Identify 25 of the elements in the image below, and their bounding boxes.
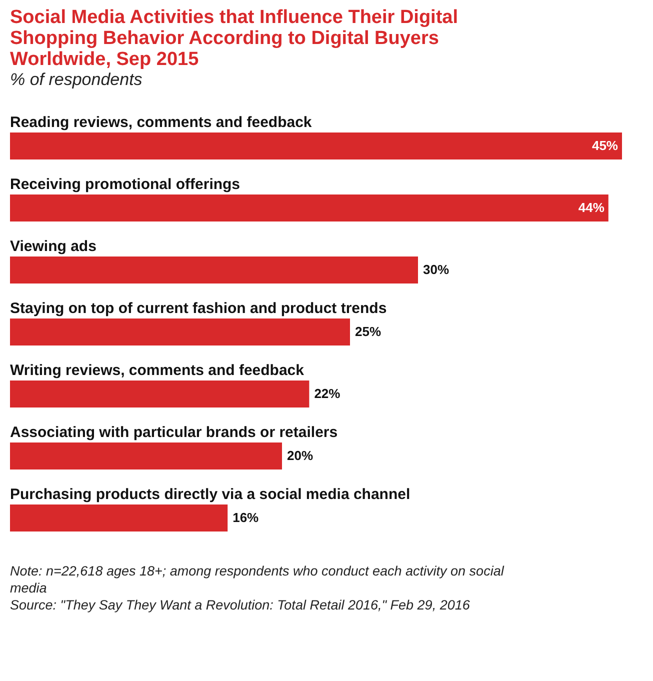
bar <box>10 442 282 470</box>
text: Note: n=22,618 ages 18+; among respondents who conduct each activity on social media <box>10 564 505 596</box>
chart-subtitle: % of respondents <box>10 70 143 89</box>
bar <box>10 504 228 532</box>
source-note: Source: "They Say They Want a Revolution: Total Retail 2016," Feb 29, 2016 <box>10 598 470 612</box>
bar <box>10 132 622 160</box>
data-label: 44% <box>578 200 605 215</box>
chart-title: Social Media Activities that Influence Their Digital Shopping Behavior According to Digital Buyers Worldwide, Sep 2015 <box>10 7 458 70</box>
y-tick-label: Viewing ads <box>10 238 96 255</box>
y-tick-label: Reading reviews, comments and feedback <box>10 114 312 131</box>
y-tick-label: Purchasing products directly via a social media channel <box>10 486 410 503</box>
bar <box>10 318 350 346</box>
y-tick-label: Associating with particular brands or retailers <box>10 424 338 441</box>
data-label: 22% <box>314 386 341 401</box>
bar <box>10 194 608 222</box>
data-label: 45% <box>592 138 618 153</box>
y-tick-label: Receiving promotional offerings <box>10 176 240 193</box>
bar <box>10 380 310 408</box>
y-tick-label: Staying on top of current fashion and product trends <box>10 300 387 317</box>
data-label: 30% <box>423 262 450 277</box>
data-label: 16% <box>232 510 260 525</box>
y-tick-label: Writing reviews, comments and feedback <box>10 362 305 379</box>
data-label: 20% <box>287 448 314 463</box>
bar <box>10 256 418 284</box>
data-label: 25% <box>355 324 382 339</box>
